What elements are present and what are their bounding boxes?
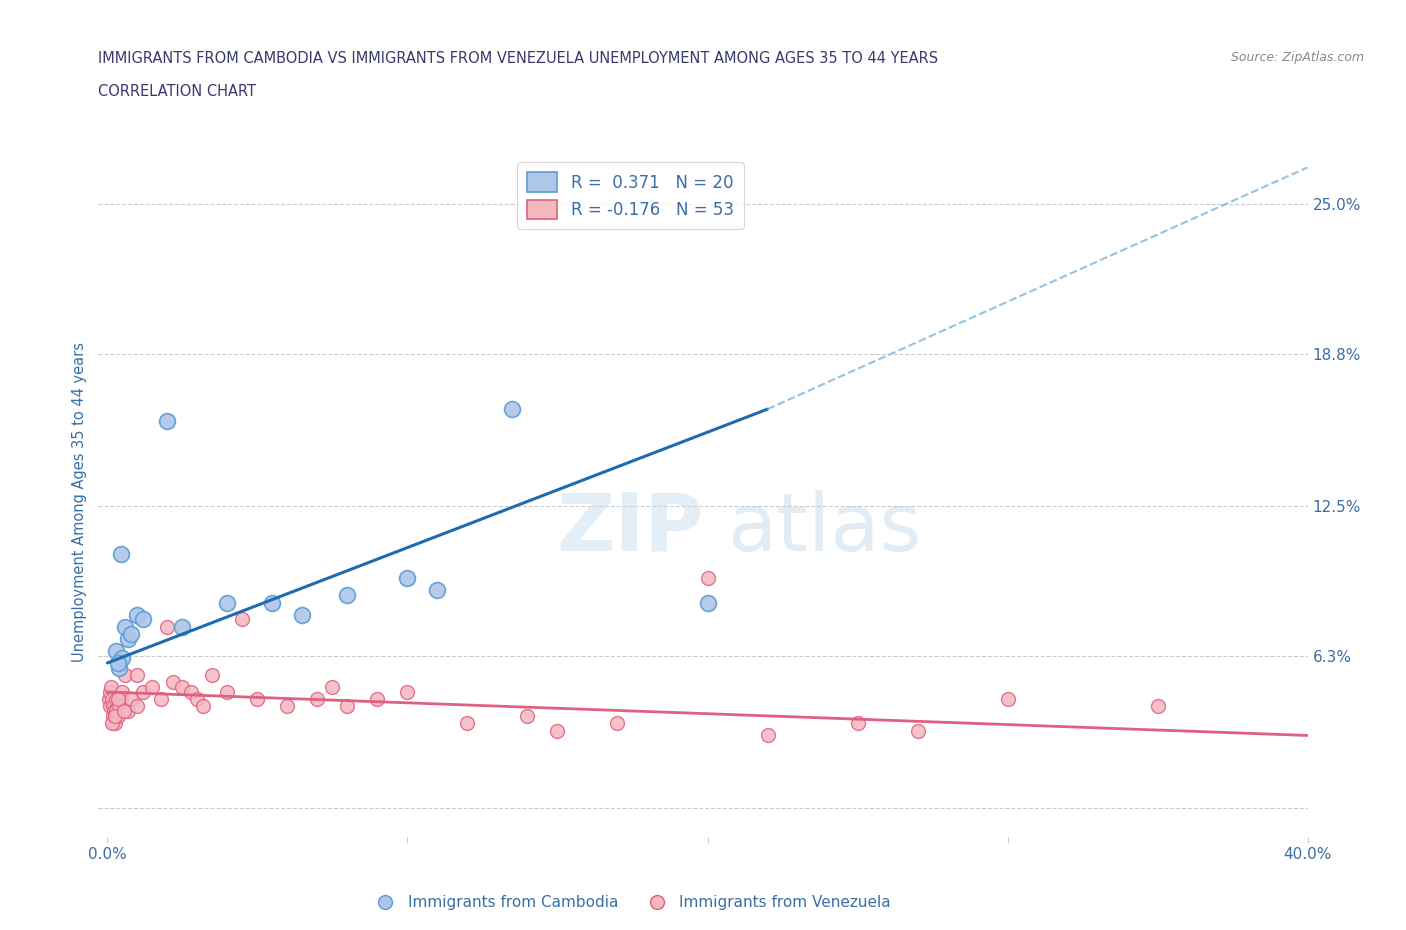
Point bbox=[150, 692, 173, 707]
Y-axis label: Unemployment Among Ages 35 to 44 years: Unemployment Among Ages 35 to 44 years bbox=[72, 342, 87, 662]
Point bbox=[696, 571, 718, 586]
Legend: Immigrants from Cambodia, Immigrants from Venezuela: Immigrants from Cambodia, Immigrants fro… bbox=[364, 889, 897, 916]
Point bbox=[120, 692, 142, 707]
Text: ZIP: ZIP bbox=[557, 490, 704, 568]
Point bbox=[201, 668, 224, 683]
Point bbox=[110, 547, 132, 562]
Point bbox=[141, 680, 163, 695]
Point bbox=[172, 619, 194, 634]
Point bbox=[98, 699, 121, 714]
Point bbox=[321, 680, 343, 695]
Point bbox=[100, 680, 122, 695]
Point bbox=[104, 716, 127, 731]
Point bbox=[117, 631, 139, 646]
Point bbox=[366, 692, 388, 707]
Point bbox=[103, 709, 125, 724]
Point bbox=[105, 692, 128, 707]
Point bbox=[114, 668, 136, 683]
Point bbox=[547, 724, 569, 738]
Point bbox=[1146, 699, 1168, 714]
Point bbox=[114, 619, 136, 634]
Point bbox=[426, 583, 449, 598]
Point bbox=[696, 595, 718, 610]
Point bbox=[107, 692, 129, 707]
Point bbox=[104, 709, 127, 724]
Point bbox=[846, 716, 869, 731]
Point bbox=[108, 699, 131, 714]
Point bbox=[132, 684, 155, 699]
Point bbox=[107, 709, 129, 724]
Point bbox=[180, 684, 202, 699]
Point bbox=[101, 716, 124, 731]
Point bbox=[756, 728, 779, 743]
Point bbox=[186, 692, 208, 707]
Point bbox=[262, 595, 284, 610]
Point bbox=[127, 699, 149, 714]
Point bbox=[501, 402, 523, 417]
Point bbox=[172, 680, 194, 695]
Point bbox=[108, 660, 131, 675]
Point bbox=[101, 699, 124, 714]
Point bbox=[103, 704, 125, 719]
Text: IMMIGRANTS FROM CAMBODIA VS IMMIGRANTS FROM VENEZUELA UNEMPLOYMENT AMONG AGES 35: IMMIGRANTS FROM CAMBODIA VS IMMIGRANTS F… bbox=[98, 51, 939, 66]
Point bbox=[307, 692, 329, 707]
Text: CORRELATION CHART: CORRELATION CHART bbox=[98, 84, 256, 99]
Point bbox=[127, 668, 149, 683]
Point bbox=[162, 675, 184, 690]
Point bbox=[396, 684, 419, 699]
Point bbox=[156, 619, 179, 634]
Point bbox=[107, 656, 129, 671]
Point bbox=[997, 692, 1019, 707]
Point bbox=[336, 699, 359, 714]
Point bbox=[105, 644, 128, 658]
Point bbox=[111, 651, 134, 666]
Point bbox=[217, 684, 239, 699]
Point bbox=[396, 571, 419, 586]
Text: Source: ZipAtlas.com: Source: ZipAtlas.com bbox=[1230, 51, 1364, 64]
Point bbox=[104, 704, 127, 719]
Point bbox=[456, 716, 478, 731]
Point bbox=[100, 684, 122, 699]
Point bbox=[127, 607, 149, 622]
Point bbox=[156, 414, 179, 429]
Point bbox=[291, 607, 314, 622]
Point bbox=[231, 612, 253, 627]
Point bbox=[246, 692, 269, 707]
Point bbox=[110, 692, 132, 707]
Point bbox=[97, 692, 120, 707]
Point bbox=[193, 699, 215, 714]
Point bbox=[336, 588, 359, 603]
Point bbox=[606, 716, 628, 731]
Point bbox=[120, 627, 142, 642]
Point bbox=[112, 704, 135, 719]
Point bbox=[217, 595, 239, 610]
Text: atlas: atlas bbox=[727, 490, 921, 568]
Point bbox=[276, 699, 298, 714]
Point bbox=[101, 692, 124, 707]
Point bbox=[111, 684, 134, 699]
Point bbox=[907, 724, 929, 738]
Point bbox=[516, 709, 538, 724]
Point bbox=[117, 704, 139, 719]
Point bbox=[132, 612, 155, 627]
